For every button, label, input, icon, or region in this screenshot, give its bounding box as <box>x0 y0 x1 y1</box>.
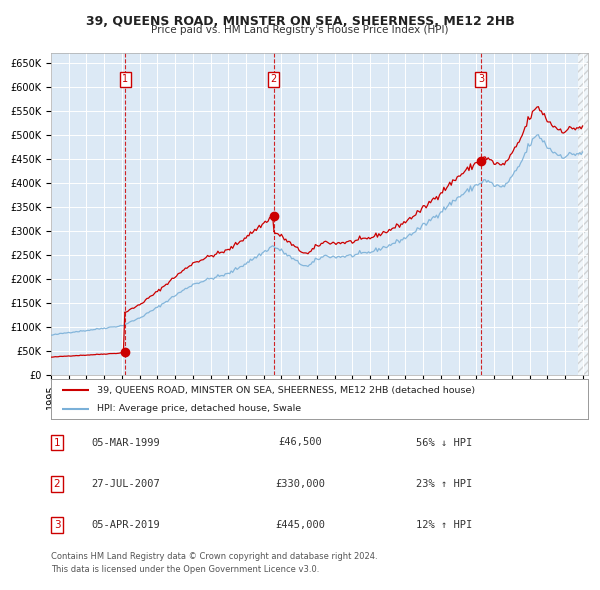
Text: 1: 1 <box>53 438 61 447</box>
Text: HPI: Average price, detached house, Swale: HPI: Average price, detached house, Swal… <box>97 404 301 414</box>
Text: This data is licensed under the Open Government Licence v3.0.: This data is licensed under the Open Gov… <box>51 565 319 573</box>
Text: £445,000: £445,000 <box>275 520 325 530</box>
Text: 05-MAR-1999: 05-MAR-1999 <box>92 438 160 447</box>
Text: 23% ↑ HPI: 23% ↑ HPI <box>416 479 472 489</box>
Text: 3: 3 <box>53 520 61 530</box>
Text: Contains HM Land Registry data © Crown copyright and database right 2024.: Contains HM Land Registry data © Crown c… <box>51 552 377 560</box>
Text: 39, QUEENS ROAD, MINSTER ON SEA, SHEERNESS, ME12 2HB: 39, QUEENS ROAD, MINSTER ON SEA, SHEERNE… <box>86 15 514 28</box>
Text: £330,000: £330,000 <box>275 479 325 489</box>
Text: 05-APR-2019: 05-APR-2019 <box>92 520 160 530</box>
Text: 12% ↑ HPI: 12% ↑ HPI <box>416 520 472 530</box>
Text: 39, QUEENS ROAD, MINSTER ON SEA, SHEERNESS, ME12 2HB (detached house): 39, QUEENS ROAD, MINSTER ON SEA, SHEERNE… <box>97 385 475 395</box>
Text: 56% ↓ HPI: 56% ↓ HPI <box>416 438 472 447</box>
Text: £46,500: £46,500 <box>278 438 322 447</box>
Text: 1: 1 <box>122 74 128 84</box>
Bar <box>578 53 588 375</box>
Text: Price paid vs. HM Land Registry's House Price Index (HPI): Price paid vs. HM Land Registry's House … <box>151 25 449 35</box>
Text: 3: 3 <box>478 74 484 84</box>
Text: 2: 2 <box>53 479 61 489</box>
Text: 2: 2 <box>271 74 277 84</box>
Text: 27-JUL-2007: 27-JUL-2007 <box>92 479 160 489</box>
